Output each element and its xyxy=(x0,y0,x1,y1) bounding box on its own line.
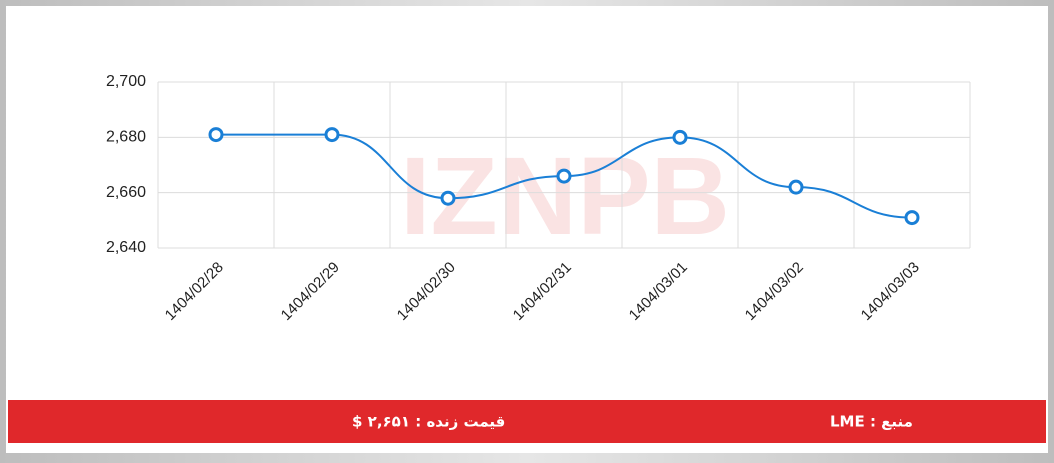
panel xyxy=(6,6,1048,453)
y-tick-label: 2,700 xyxy=(106,73,146,90)
footer-band xyxy=(8,400,1046,443)
y-tick-label: 2,640 xyxy=(106,239,146,256)
live-price: قیمت زنده : ۲,۶۵۱ $ xyxy=(352,413,505,431)
point xyxy=(672,129,688,145)
y-tick-label: 2,680 xyxy=(106,129,146,146)
point xyxy=(556,168,572,184)
y-tick-label: 2,660 xyxy=(106,184,146,201)
point xyxy=(440,190,456,206)
point xyxy=(904,210,920,226)
point xyxy=(208,127,224,143)
point xyxy=(788,179,804,195)
source: منبع : LME xyxy=(830,413,913,431)
point xyxy=(324,127,340,143)
